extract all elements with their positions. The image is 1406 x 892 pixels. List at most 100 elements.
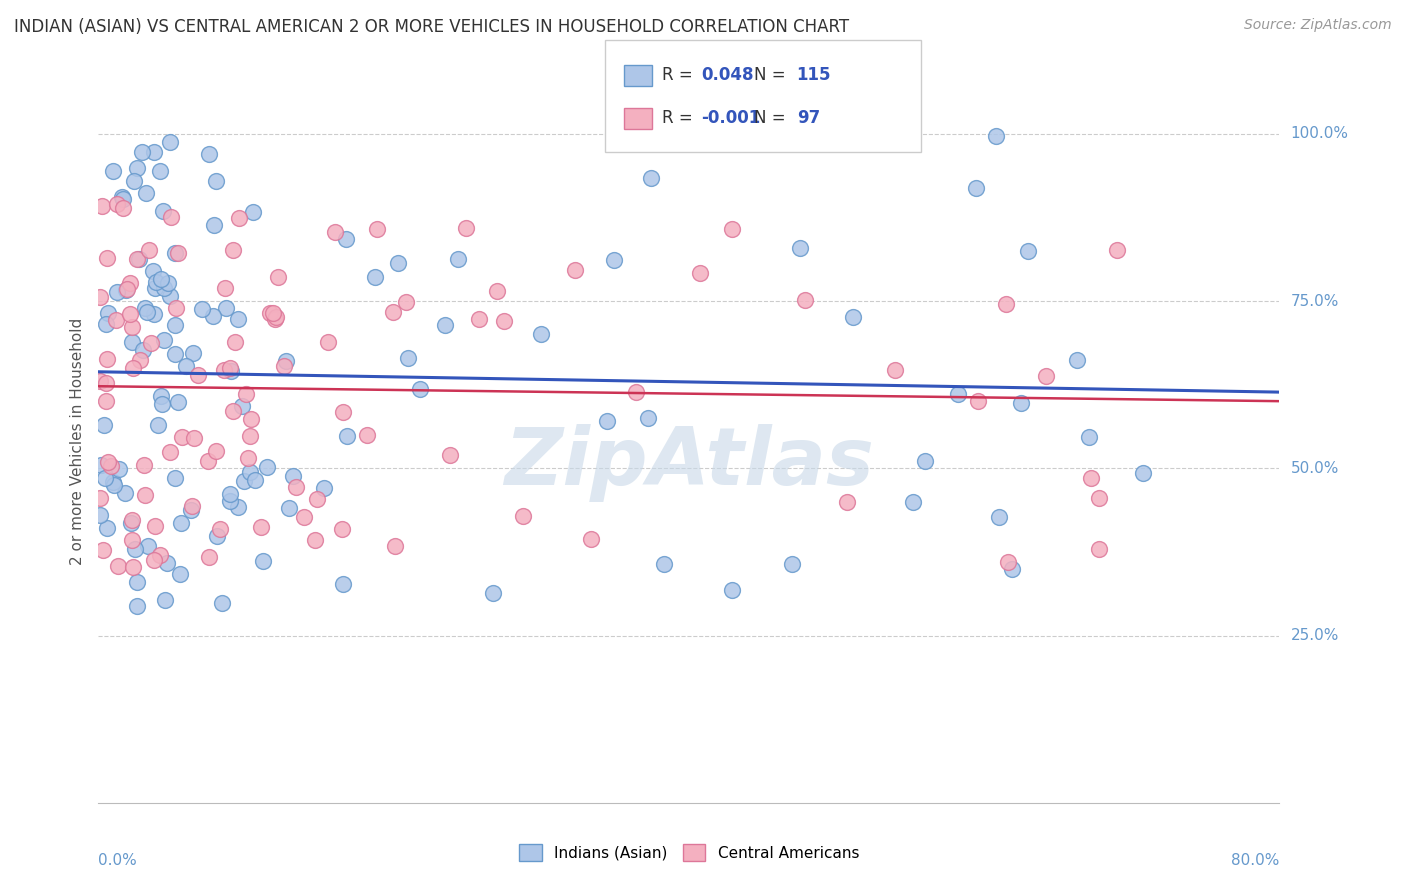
- Point: [219, 364, 242, 378]
- Point: [640, 170, 662, 185]
- Point: [89, 374, 111, 388]
- Point: [128, 252, 150, 267]
- Point: [167, 395, 190, 409]
- Point: [94, 471, 117, 485]
- Point: [103, 164, 125, 178]
- Point: [112, 201, 135, 215]
- Point: [172, 429, 194, 443]
- Point: [104, 312, 127, 326]
- Point: [163, 346, 186, 360]
- Point: [1087, 541, 1109, 556]
- Point: [136, 539, 159, 553]
- Point: [884, 362, 907, 376]
- Text: 75.0%: 75.0%: [1291, 293, 1339, 309]
- Point: [356, 428, 378, 442]
- Point: [512, 509, 534, 524]
- Point: [198, 146, 221, 161]
- Point: [409, 383, 432, 397]
- Point: [122, 174, 145, 188]
- Legend: Indians (Asian), Central Americans: Indians (Asian), Central Americans: [513, 838, 865, 867]
- Point: [232, 474, 254, 488]
- Point: [96, 521, 118, 535]
- Point: [111, 190, 134, 204]
- Point: [323, 225, 346, 239]
- Text: 115: 115: [797, 66, 831, 85]
- Point: [149, 164, 172, 178]
- Point: [242, 205, 264, 219]
- Point: [94, 376, 117, 390]
- Point: [595, 414, 617, 428]
- Point: [153, 333, 176, 347]
- Point: [1010, 396, 1032, 410]
- Point: [121, 335, 143, 350]
- Point: [142, 145, 165, 159]
- Point: [125, 599, 148, 613]
- Point: [218, 487, 240, 501]
- Point: [1001, 562, 1024, 576]
- Point: [145, 275, 167, 289]
- Point: [439, 448, 461, 462]
- Point: [208, 522, 231, 536]
- Point: [652, 557, 675, 571]
- Point: [159, 289, 181, 303]
- Point: [316, 334, 339, 349]
- Point: [468, 312, 491, 326]
- Point: [1066, 352, 1088, 367]
- Point: [967, 394, 990, 409]
- Point: [132, 458, 155, 473]
- Point: [283, 468, 305, 483]
- Point: [97, 306, 120, 320]
- Point: [239, 466, 262, 480]
- Point: [387, 256, 409, 270]
- Point: [202, 219, 225, 233]
- Point: [108, 462, 131, 476]
- Point: [181, 346, 204, 360]
- Point: [332, 405, 354, 419]
- Point: [205, 174, 228, 188]
- Point: [222, 403, 245, 417]
- Point: [105, 197, 128, 211]
- Point: [842, 310, 865, 325]
- Point: [835, 495, 858, 509]
- Point: [1088, 491, 1111, 505]
- Point: [228, 211, 250, 225]
- Point: [93, 417, 115, 432]
- Point: [720, 582, 742, 597]
- Point: [142, 264, 165, 278]
- Point: [530, 326, 553, 341]
- Point: [212, 363, 235, 377]
- Point: [149, 548, 172, 562]
- Text: 100.0%: 100.0%: [1291, 127, 1348, 141]
- Point: [226, 500, 249, 514]
- Point: [396, 351, 419, 365]
- Point: [305, 491, 328, 506]
- Point: [135, 186, 157, 201]
- Point: [263, 312, 285, 326]
- Point: [90, 458, 112, 473]
- Text: 25.0%: 25.0%: [1291, 628, 1339, 643]
- Point: [689, 266, 711, 280]
- Point: [121, 513, 143, 527]
- Point: [94, 317, 117, 331]
- Point: [152, 204, 174, 219]
- Point: [626, 384, 648, 399]
- Point: [142, 307, 165, 321]
- Point: [138, 244, 160, 258]
- Point: [152, 281, 174, 295]
- Point: [946, 387, 969, 401]
- Point: [988, 510, 1011, 524]
- Point: [564, 263, 586, 277]
- Point: [159, 210, 181, 224]
- Point: [121, 320, 143, 334]
- Point: [89, 508, 111, 523]
- Point: [218, 493, 240, 508]
- Point: [292, 510, 315, 524]
- Point: [215, 301, 238, 315]
- Point: [103, 477, 125, 491]
- Point: [384, 539, 406, 553]
- Point: [239, 411, 262, 425]
- Point: [159, 445, 181, 459]
- Point: [335, 232, 357, 246]
- Point: [155, 593, 177, 607]
- Point: [256, 460, 278, 475]
